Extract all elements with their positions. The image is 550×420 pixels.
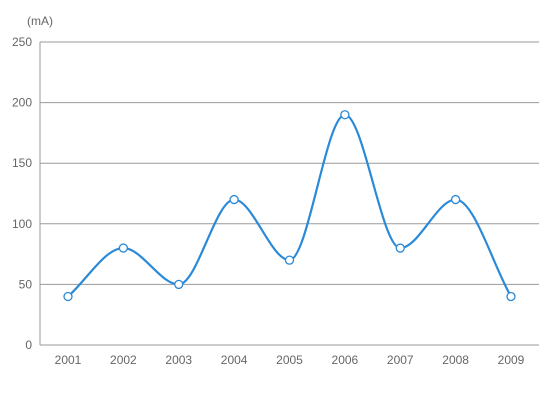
data-point[interactable] bbox=[284, 255, 295, 265]
data-point[interactable] bbox=[174, 279, 184, 290]
data-point[interactable] bbox=[340, 110, 350, 120]
data-point[interactable] bbox=[63, 291, 73, 302]
x-tick-label: 2002 bbox=[110, 353, 137, 367]
y-axis-ticks: 0 50 100 150 200 250 bbox=[12, 35, 32, 352]
x-tick-label: 2008 bbox=[442, 353, 469, 367]
data-points bbox=[63, 110, 516, 302]
x-tick-label: 2003 bbox=[165, 353, 192, 367]
y-tick-label: 250 bbox=[12, 35, 32, 49]
series-lines bbox=[66, 113, 513, 298]
gridlines bbox=[39, 41, 539, 346]
x-tick-label: 2004 bbox=[221, 353, 248, 367]
data-point[interactable] bbox=[229, 194, 239, 205]
data-point[interactable] bbox=[450, 194, 461, 205]
y-tick-label: 0 bbox=[25, 338, 32, 352]
y-tick-label: 100 bbox=[12, 217, 32, 231]
x-axis-ticks: 2001 2002 2003 2004 2005 2006 2007 2008 2009 bbox=[55, 353, 525, 367]
y-tick-label: 150 bbox=[12, 156, 32, 170]
data-point[interactable] bbox=[118, 243, 129, 253]
series-line bbox=[66, 113, 513, 298]
x-tick-label: 2005 bbox=[276, 353, 303, 367]
x-tick-label: 2009 bbox=[498, 353, 525, 367]
x-tick-label: 2007 bbox=[387, 353, 414, 367]
y-tick-label: 50 bbox=[19, 277, 33, 291]
data-point[interactable] bbox=[395, 243, 405, 253]
data-point[interactable] bbox=[506, 291, 516, 302]
y-tick-label: 200 bbox=[12, 96, 32, 110]
x-tick-label: 2006 bbox=[332, 353, 359, 367]
y-axis-unit-label: (mA) bbox=[27, 14, 53, 28]
x-tick-label: 2001 bbox=[55, 353, 82, 367]
